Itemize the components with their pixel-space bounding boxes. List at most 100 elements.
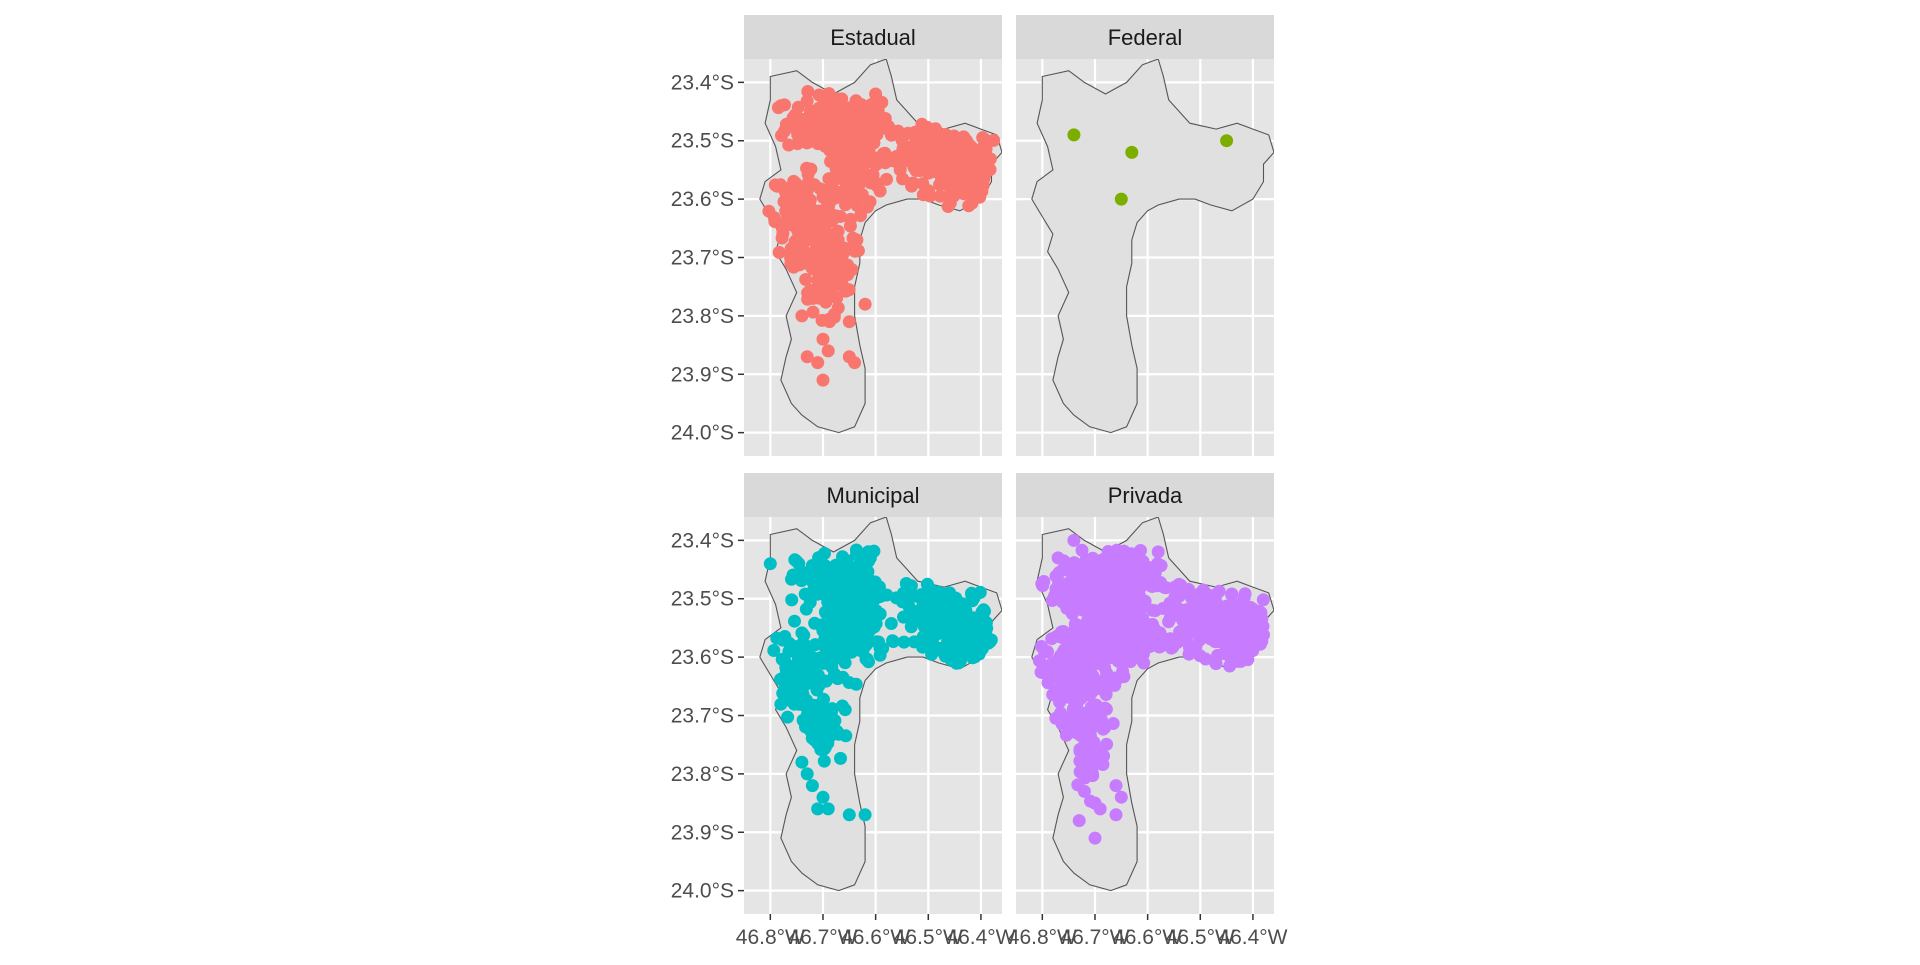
- data-point: [1126, 593, 1140, 607]
- data-point: [901, 147, 914, 161]
- data-point: [763, 557, 777, 571]
- data-point: [948, 157, 962, 171]
- data-point: [1159, 581, 1173, 595]
- data-point: [785, 593, 799, 607]
- data-point: [1088, 831, 1102, 845]
- data-point: [1234, 654, 1248, 668]
- y-tick-label: 23.8°S: [671, 763, 734, 786]
- data-point: [858, 297, 872, 311]
- data-point: [814, 587, 828, 601]
- facet-panel-federal: Federal: [1016, 15, 1274, 456]
- data-point: [829, 613, 843, 627]
- data-point: [788, 177, 802, 191]
- data-point: [1110, 543, 1124, 557]
- data-point: [1187, 625, 1201, 638]
- data-point: [1171, 602, 1185, 616]
- data-point: [944, 606, 958, 620]
- data-point: [1056, 579, 1070, 593]
- data-point: [800, 183, 814, 197]
- data-point: [786, 111, 800, 125]
- data-point: [1101, 556, 1115, 570]
- data-point: [1163, 612, 1177, 626]
- data-point: [1098, 701, 1112, 715]
- data-point: [816, 373, 830, 387]
- data-point: [1145, 633, 1159, 647]
- data-point: [860, 638, 874, 651]
- data-point: [884, 617, 898, 630]
- data-point: [965, 586, 978, 600]
- data-point: [1059, 682, 1073, 696]
- data-point: [816, 332, 830, 346]
- data-point: [937, 170, 951, 184]
- facet-strip-label: Estadual: [830, 25, 916, 50]
- y-tick-label: 23.6°S: [671, 646, 734, 669]
- data-point: [837, 600, 851, 614]
- x-tick-label: 46.5°W: [894, 926, 963, 949]
- data-point: [1071, 558, 1085, 572]
- data-point: [774, 697, 788, 711]
- data-point: [805, 779, 819, 793]
- y-tick-label: 23.7°S: [671, 247, 734, 270]
- x-tick-label: 46.6°W: [1113, 926, 1182, 949]
- data-point: [827, 307, 841, 321]
- data-point: [848, 574, 862, 588]
- data-point: [1108, 611, 1122, 625]
- data-point: [869, 87, 883, 101]
- data-point: [867, 136, 881, 150]
- data-point: [792, 660, 805, 674]
- points-municipal: [763, 543, 998, 822]
- data-point: [816, 790, 830, 804]
- data-point: [1041, 645, 1054, 659]
- data-point: [1170, 635, 1184, 649]
- data-point: [795, 755, 809, 769]
- data-point: [941, 200, 955, 213]
- data-point: [905, 604, 919, 618]
- data-point: [1088, 584, 1102, 597]
- data-point: [852, 627, 866, 641]
- data-point: [774, 99, 788, 113]
- data-point: [812, 678, 826, 692]
- data-point: [791, 568, 805, 582]
- data-point: [1109, 808, 1123, 822]
- data-point: [1145, 603, 1159, 617]
- data-point: [886, 154, 899, 168]
- data-point: [944, 622, 958, 636]
- data-point: [807, 245, 821, 259]
- data-point: [842, 315, 856, 329]
- facet-panel-estadual: Estadual: [744, 15, 1002, 456]
- data-point: [917, 633, 931, 647]
- data-point: [806, 305, 820, 319]
- data-point: [799, 273, 813, 286]
- data-point: [1238, 587, 1252, 601]
- data-point: [1220, 647, 1234, 661]
- data-point: [880, 122, 894, 135]
- facet-strip: [744, 473, 1002, 517]
- data-point: [1243, 619, 1257, 633]
- data-point: [895, 133, 909, 147]
- facet-panel-privada: Privada: [1016, 473, 1274, 914]
- data-point: [775, 129, 788, 142]
- data-point: [927, 600, 940, 614]
- data-point: [961, 628, 975, 642]
- y-tick-label: 23.4°S: [671, 529, 734, 552]
- data-point: [1086, 669, 1100, 683]
- data-point: [830, 650, 844, 664]
- data-point: [913, 160, 927, 174]
- data-point: [1045, 632, 1059, 646]
- data-point: [1079, 628, 1093, 642]
- data-point: [839, 198, 852, 212]
- data-point: [1109, 779, 1123, 793]
- data-point: [916, 612, 930, 626]
- data-point: [800, 350, 814, 364]
- data-point: [912, 142, 926, 156]
- data-point: [965, 196, 979, 210]
- data-point: [850, 233, 864, 247]
- data-point: [821, 578, 835, 592]
- data-point: [1055, 717, 1069, 731]
- data-point: [798, 699, 812, 713]
- data-point: [1077, 685, 1091, 699]
- data-point: [923, 189, 937, 203]
- data-point: [804, 162, 818, 176]
- y-tick-label: 24.0°S: [671, 880, 734, 903]
- data-point: [929, 628, 943, 642]
